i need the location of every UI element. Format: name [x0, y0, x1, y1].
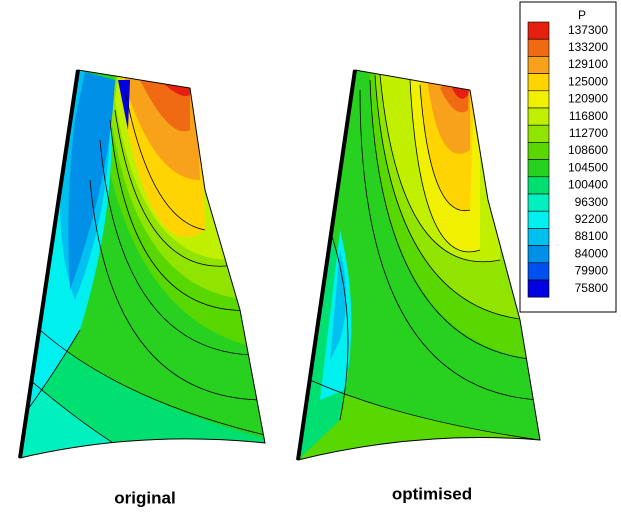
legend-level: 125000 [568, 74, 608, 88]
legend-level: 116800 [569, 109, 608, 123]
legend-level: 120900 [568, 92, 608, 106]
legend-swatch [527, 124, 550, 143]
legend-swatch [527, 228, 550, 246]
legend-swatch [527, 210, 550, 229]
legend-swatch [527, 193, 550, 212]
blade-edge [18, 69, 80, 459]
legend-swatch [527, 21, 550, 40]
legend-swatch [527, 245, 550, 264]
legend-swatch [527, 176, 550, 195]
panel-label: optimised [392, 484, 472, 503]
legend-swatch [527, 38, 550, 57]
legend-level: 88100 [575, 229, 609, 243]
legend-level: 79900 [575, 264, 609, 278]
legend-swatch [527, 159, 550, 178]
legend-level: 108600 [568, 143, 608, 157]
legend-level: 133200 [568, 40, 608, 54]
legend-level: 84000 [575, 246, 609, 260]
legend-level: 104500 [568, 160, 608, 174]
legend-level: 137300 [568, 23, 608, 37]
legend-swatch [527, 73, 550, 92]
legend-swatch [527, 262, 550, 281]
contour-field [20, 70, 265, 458]
blade-edge [296, 69, 357, 461]
contour-field [298, 70, 540, 460]
blade-outline [19, 69, 266, 459]
legend-level: 112700 [569, 126, 608, 140]
legend-level: 129100 [568, 57, 608, 71]
legend-swatch [527, 90, 550, 109]
legend-swatch [527, 56, 550, 74]
legend-swatch [527, 279, 550, 298]
legend-swatch [527, 142, 550, 160]
panel-label: original [114, 488, 175, 507]
legend-level: 96300 [575, 195, 609, 209]
legend-level: 92200 [575, 212, 609, 226]
legend-level: 75800 [575, 281, 609, 295]
blade-outline [297, 69, 541, 461]
legend-title: P [578, 8, 586, 22]
legend-swatch [527, 107, 550, 126]
legend-level: 100400 [568, 178, 608, 192]
